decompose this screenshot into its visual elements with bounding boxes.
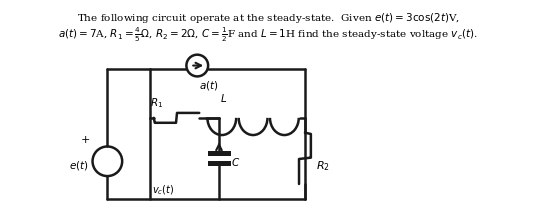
Text: $C$: $C$ bbox=[231, 156, 240, 168]
Text: $L$: $L$ bbox=[220, 92, 227, 104]
Text: $a(t)$: $a(t)$ bbox=[199, 79, 219, 92]
Text: $+$: $+$ bbox=[81, 134, 91, 145]
Text: $R_1$: $R_1$ bbox=[150, 96, 163, 110]
Text: $v_c(t)$: $v_c(t)$ bbox=[152, 183, 174, 197]
Text: $R_2$: $R_2$ bbox=[316, 159, 330, 173]
Text: $e(t)$: $e(t)$ bbox=[69, 159, 89, 172]
Text: The following circuit operate at the steady-state.  Given $e(t) = 3\cos(2t)$V,: The following circuit operate at the ste… bbox=[77, 11, 460, 25]
Text: $a(t) = 7$A, $R_1 = \frac{4}{5}\Omega$, $R_2 = 2\Omega$, $C = \frac{1}{2}$F and : $a(t) = 7$A, $R_1 = \frac{4}{5}\Omega$, … bbox=[59, 25, 478, 43]
